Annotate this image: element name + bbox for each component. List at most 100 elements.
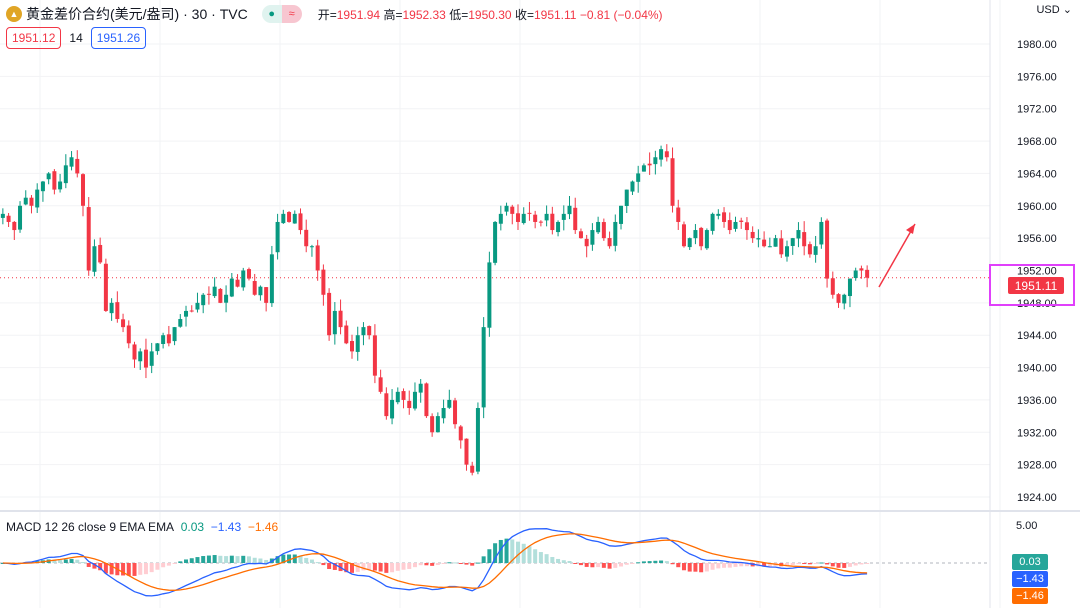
macd-histogram-bar (390, 563, 395, 573)
macd-histogram-bar (830, 563, 835, 567)
macd-histogram-bar (802, 563, 807, 564)
candle (567, 196, 572, 220)
macd-histogram-bar (361, 563, 366, 571)
macd-histogram-bar (767, 563, 772, 567)
macd-histogram-bar (252, 557, 257, 563)
sell-button[interactable]: 1951.12 (6, 27, 62, 49)
macd-histogram-bar (143, 563, 148, 575)
candle (664, 144, 669, 162)
candle (601, 218, 606, 241)
candle (241, 267, 246, 291)
spread: 14 (69, 31, 83, 45)
low-label: 低= (449, 7, 469, 22)
interval[interactable]: 30 (191, 6, 208, 22)
candle (355, 326, 360, 361)
macd-histogram-bar (739, 563, 744, 567)
candle (756, 229, 761, 248)
candle (46, 172, 51, 185)
candle (430, 413, 435, 437)
candle (515, 204, 520, 230)
macd-histogram-bar (653, 560, 658, 563)
macd-histogram-bar (258, 558, 263, 563)
candle (378, 369, 383, 394)
high-label: 高= (383, 7, 403, 22)
candle (344, 320, 349, 345)
currency-selector[interactable]: USD ⌄ (1036, 3, 1072, 16)
candle (115, 291, 120, 323)
macd-histogram-bar (842, 563, 847, 568)
candle (332, 302, 337, 345)
macd-histogram-bar (92, 563, 97, 569)
macd-histogram-bar (355, 563, 360, 572)
candle (681, 221, 686, 248)
macd-histogram-bar (853, 563, 858, 566)
macd-histogram-bar (435, 563, 440, 566)
candle (727, 212, 732, 235)
macd-histogram-bar (309, 559, 314, 563)
candle (584, 234, 589, 258)
candle (533, 210, 538, 229)
macd-histogram-bar (693, 563, 698, 572)
candle (29, 195, 34, 214)
macd-histogram-bar (189, 558, 194, 563)
candle (750, 226, 755, 243)
signal-value: −1.46 (247, 520, 279, 534)
status-pill[interactable]: ● ≈ (261, 5, 302, 23)
macd-histogram-bar (384, 563, 389, 573)
open-label: 开= (317, 7, 337, 22)
symbol-title[interactable]: 黄金差价合约(美元/盎司) (26, 6, 180, 22)
macd-histogram-bar (275, 556, 280, 563)
macd-histogram-bar (206, 555, 211, 563)
candle (470, 461, 475, 476)
macd-histogram-bar (58, 560, 63, 563)
macd-histogram-bar (178, 561, 183, 563)
candle (653, 150, 658, 175)
macd-histogram-bar (624, 563, 629, 565)
candle (435, 412, 440, 433)
macd-histogram-bar (487, 549, 492, 563)
macd-histogram-bar (790, 563, 795, 565)
candle (865, 265, 870, 288)
macd-histogram-bar (544, 554, 549, 563)
y-tick-label: 1944.00 (1017, 330, 1057, 342)
candle (0, 208, 5, 225)
candle (842, 293, 847, 310)
candle (830, 271, 835, 299)
candle (338, 299, 343, 335)
candle (412, 382, 417, 411)
macd-histogram-bar (722, 563, 727, 568)
candle (722, 207, 727, 228)
candle (693, 224, 698, 245)
high-value: 1952.33 (402, 7, 446, 22)
macd-histogram-bar (641, 561, 646, 563)
y-tick-label: 1924.00 (1017, 492, 1057, 504)
candle (790, 237, 795, 255)
macd-histogram-bar (430, 563, 435, 566)
macd-histogram-bar (201, 556, 206, 563)
candle (75, 150, 80, 178)
macd-histogram-bar (229, 555, 234, 563)
candle (189, 305, 194, 313)
candle (578, 228, 583, 239)
candle (739, 217, 744, 229)
buy-button[interactable]: 1951.26 (90, 27, 147, 49)
trend-arrow[interactable] (878, 223, 916, 288)
macd-label[interactable]: MACD 12 26 close 9 EMA EMA (6, 520, 175, 534)
candle (315, 239, 320, 281)
macd-histogram-bar (149, 563, 154, 573)
macd-histogram-bar (659, 560, 664, 563)
candle (699, 226, 704, 251)
candle (447, 389, 452, 409)
candle (361, 322, 366, 346)
candle (166, 325, 171, 347)
macd-histogram-bar (550, 557, 555, 563)
macd-histogram-bar (98, 563, 103, 571)
candle (18, 201, 23, 233)
macd-histogram-bar (515, 541, 520, 563)
candle (86, 197, 91, 276)
y-tick-label: 1968.00 (1017, 136, 1057, 148)
macd-histogram-bar (350, 563, 355, 573)
macd-histogram-bar (865, 563, 870, 564)
macd-axis-tick: 5.00 (1016, 520, 1038, 532)
